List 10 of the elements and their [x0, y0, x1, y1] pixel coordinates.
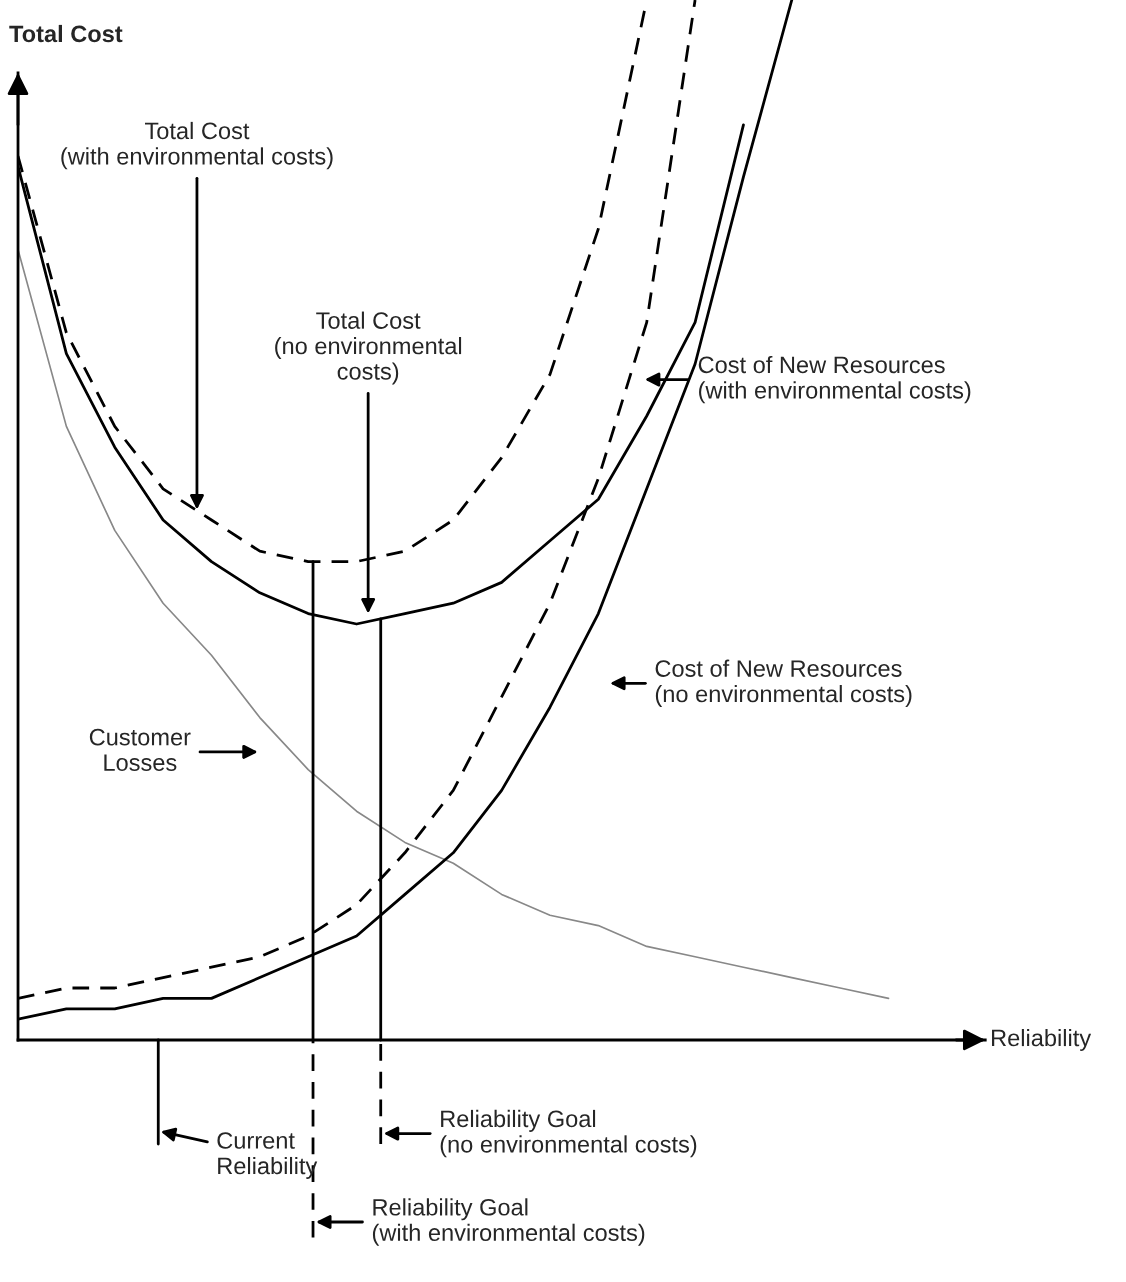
annotation: Total Cost (with environmental costs): [61, 121, 333, 170]
text: Reliability Goal (no environmental costs): [440, 1109, 697, 1158]
annotation: Customer Losses: [89, 728, 191, 771]
text: Current Reliability: [217, 1132, 318, 1179]
annotation: Cost of New Resources (with environmental costs): [698, 355, 971, 404]
annotation: Total Cost (no environmental costs): [275, 311, 462, 385]
annotation: Cost of New Resources (no environmental costs): [655, 659, 912, 707]
x-axis-title: Reliability: [992, 1028, 1092, 1051]
text: Reliability Goal (with environmental costs): [372, 1198, 645, 1246]
y-axis-title: Total Cost: [9, 24, 123, 43]
